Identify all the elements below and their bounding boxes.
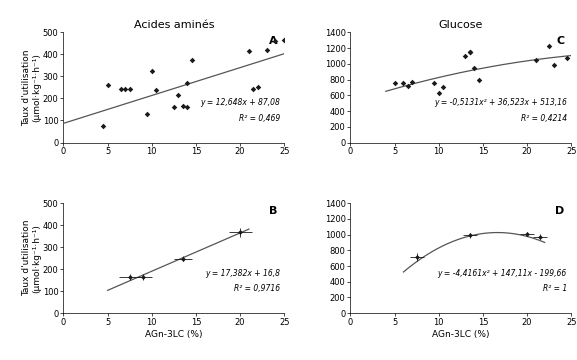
- Point: [262, 47, 271, 53]
- Point: [460, 53, 470, 59]
- Point: [125, 86, 134, 91]
- Point: [465, 50, 474, 55]
- Text: y = 12,648x + 87,08: y = 12,648x + 87,08: [200, 98, 280, 107]
- Text: y = -0,5131x² + 36,523x + 513,16: y = -0,5131x² + 36,523x + 513,16: [434, 98, 567, 107]
- Title: Glucose: Glucose: [439, 20, 483, 30]
- Point: [152, 87, 161, 93]
- Point: [271, 38, 280, 44]
- Text: R² = 0,469: R² = 0,469: [238, 114, 280, 123]
- Point: [99, 123, 108, 129]
- Text: A: A: [269, 36, 278, 46]
- Point: [434, 90, 443, 96]
- Title: Acides aminés: Acides aminés: [134, 20, 214, 30]
- Text: B: B: [269, 206, 278, 216]
- Point: [545, 43, 554, 49]
- Point: [116, 86, 125, 91]
- Text: R² = 1: R² = 1: [542, 284, 567, 293]
- Point: [430, 80, 439, 86]
- Text: D: D: [555, 206, 565, 216]
- Point: [178, 103, 188, 109]
- Point: [244, 48, 253, 54]
- Point: [182, 104, 192, 110]
- Point: [182, 80, 192, 86]
- Point: [103, 82, 113, 88]
- Point: [147, 68, 156, 74]
- Text: R² = 0,4214: R² = 0,4214: [520, 114, 567, 123]
- Point: [470, 65, 479, 71]
- Point: [562, 55, 571, 61]
- X-axis label: AGn-3LC (%): AGn-3LC (%): [145, 330, 203, 339]
- Point: [280, 37, 289, 43]
- Point: [187, 57, 196, 63]
- Point: [531, 57, 541, 63]
- Point: [253, 85, 263, 90]
- Point: [143, 111, 152, 117]
- Text: y = -4,4161x² + 147,11x - 199,66: y = -4,4161x² + 147,11x - 199,66: [437, 269, 567, 278]
- Text: C: C: [556, 36, 565, 46]
- Point: [399, 80, 408, 86]
- Point: [439, 84, 448, 90]
- Point: [169, 104, 178, 110]
- Point: [174, 92, 183, 98]
- Point: [249, 86, 258, 91]
- Y-axis label: Taux d'utilisation
(μmol·kg⁻¹·h⁻¹): Taux d'utilisation (μmol·kg⁻¹·h⁻¹): [22, 220, 42, 296]
- X-axis label: AGn-3LC (%): AGn-3LC (%): [432, 330, 490, 339]
- Point: [403, 83, 413, 89]
- Point: [121, 86, 130, 91]
- Point: [474, 77, 483, 82]
- Point: [408, 79, 417, 85]
- Text: R² = 0,9716: R² = 0,9716: [234, 284, 280, 293]
- Point: [390, 80, 399, 86]
- Point: [465, 49, 474, 55]
- Text: y = 17,382x + 16,8: y = 17,382x + 16,8: [205, 269, 280, 278]
- Point: [549, 63, 558, 68]
- Y-axis label: Taux d'utilisation
(μmol·kg⁻¹·h⁻¹): Taux d'utilisation (μmol·kg⁻¹·h⁻¹): [22, 49, 42, 126]
